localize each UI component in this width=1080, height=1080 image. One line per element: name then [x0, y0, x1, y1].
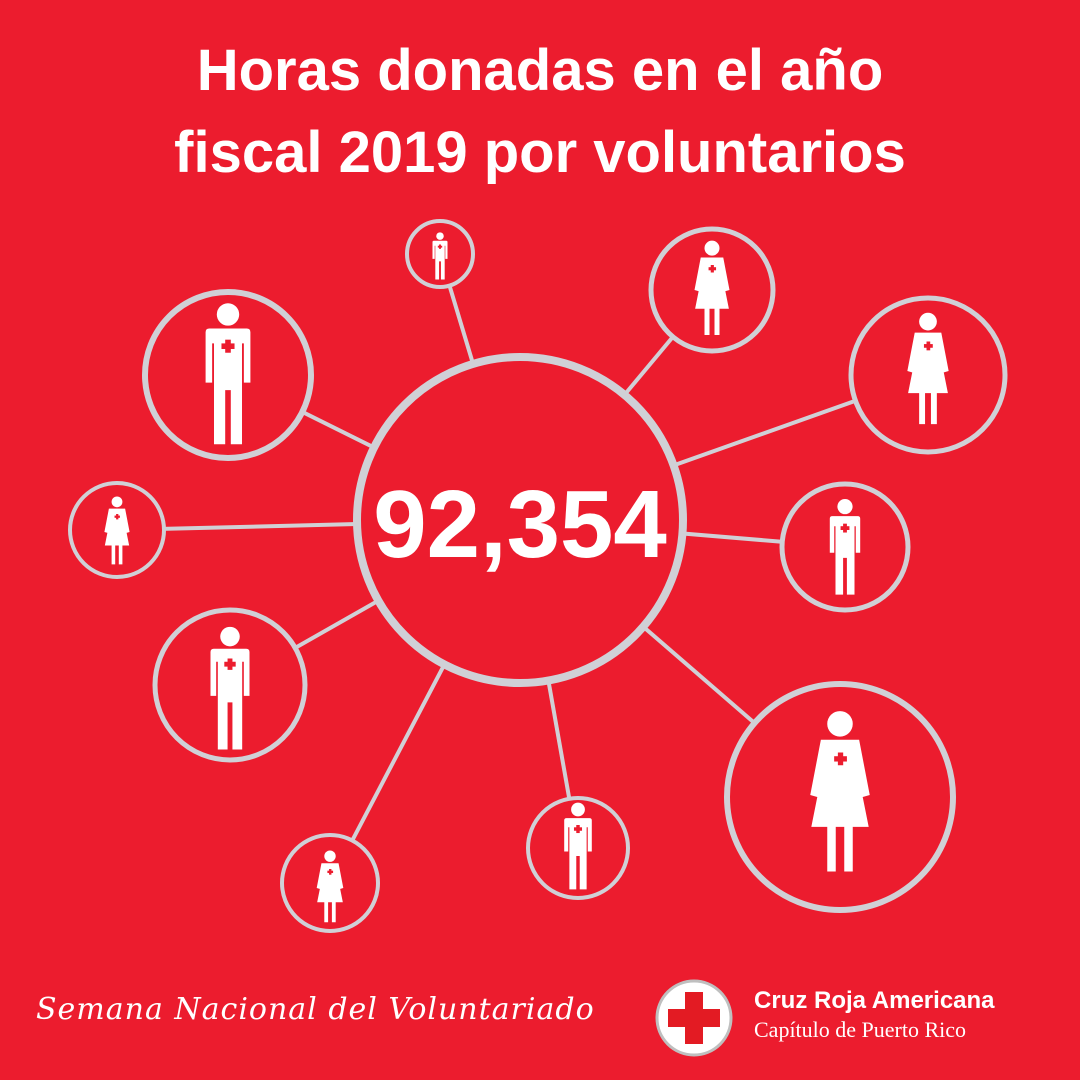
- volunteer-node-9: [280, 833, 380, 933]
- red-cross-logo: [654, 978, 734, 1058]
- volunteer-node-6: [779, 481, 911, 613]
- volunteer-node-5: [68, 481, 166, 579]
- volunteer-node-3: [142, 289, 314, 461]
- brand-name: Cruz Roja Americana: [754, 987, 995, 1014]
- page-title: Horas donadas en el año fiscal 2019 por …: [0, 30, 1080, 194]
- volunteer-node-4: [848, 295, 1008, 455]
- center-circle: [353, 353, 687, 687]
- volunteer-node-10: [526, 796, 630, 900]
- brand-block: Cruz Roja Americana Capítulo de Puerto R…: [754, 986, 995, 1044]
- campaign-title: Semana Nacional del Voluntariado: [36, 992, 595, 1027]
- red-cross-icon: [655, 979, 733, 1057]
- volunteer-node-8: [724, 681, 956, 913]
- volunteer-node-2: [648, 226, 776, 354]
- total-hours-value: 92,354: [373, 471, 667, 578]
- volunteer-node-7: [152, 607, 308, 763]
- title-line-1: Horas donadas en el año: [196, 38, 884, 103]
- brand-subtitle: Capítulo de Puerto Rico: [754, 1017, 967, 1042]
- volunteer-node-1: [405, 219, 475, 289]
- title-line-2: fiscal 2019 por voluntarios: [174, 120, 906, 185]
